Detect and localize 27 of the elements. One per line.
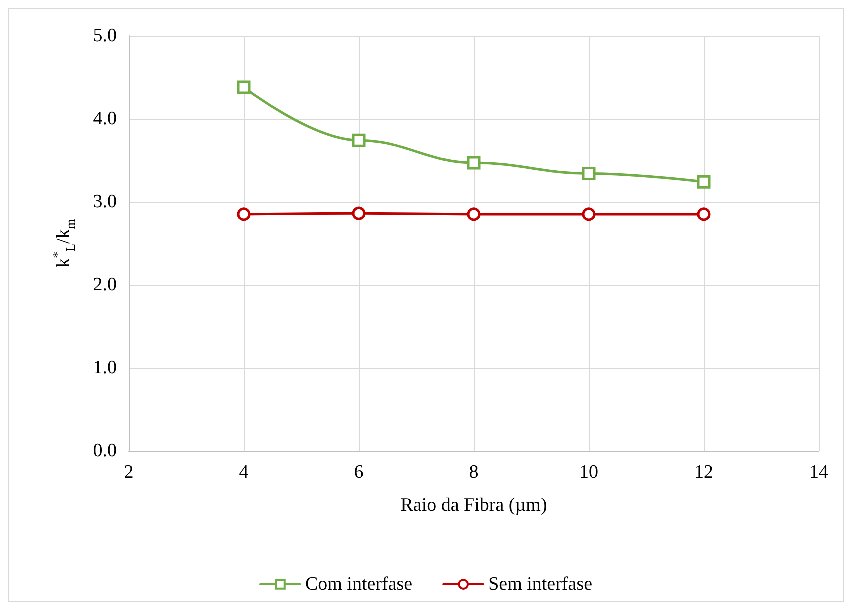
x-tick-label: 4 [239, 462, 250, 483]
point [352, 206, 366, 220]
y-tick-label: 4.0 [93, 108, 117, 130]
point [582, 167, 596, 181]
x-tick-label: 8 [469, 462, 479, 483]
y-tick-label: 3.0 [93, 192, 117, 212]
y-tick-label: 0.0 [93, 440, 117, 462]
point [582, 208, 596, 222]
x-tick-label: 14 [810, 462, 829, 483]
y-tick-label: 5.0 [93, 26, 117, 46]
x-tick-label: 12 [694, 462, 714, 483]
x-tick-label: 2 [124, 462, 134, 483]
point [237, 208, 251, 222]
x-tick-label: 10 [580, 462, 598, 483]
point [467, 156, 481, 170]
point [467, 208, 481, 222]
y-axis-title: k*L/km [50, 219, 78, 268]
legend-label: Com interfase [305, 574, 413, 595]
point [237, 80, 251, 94]
point [697, 208, 711, 222]
x-tick-label: 6 [354, 462, 364, 483]
y-tick-label: 1.0 [93, 358, 117, 378]
y-tick-label: 2.0 [93, 274, 117, 296]
point [697, 175, 711, 189]
point [352, 134, 366, 148]
legend-label: Sem interfase [488, 574, 593, 595]
x-axis-title: Raio da Fibra (µm) [400, 495, 548, 516]
